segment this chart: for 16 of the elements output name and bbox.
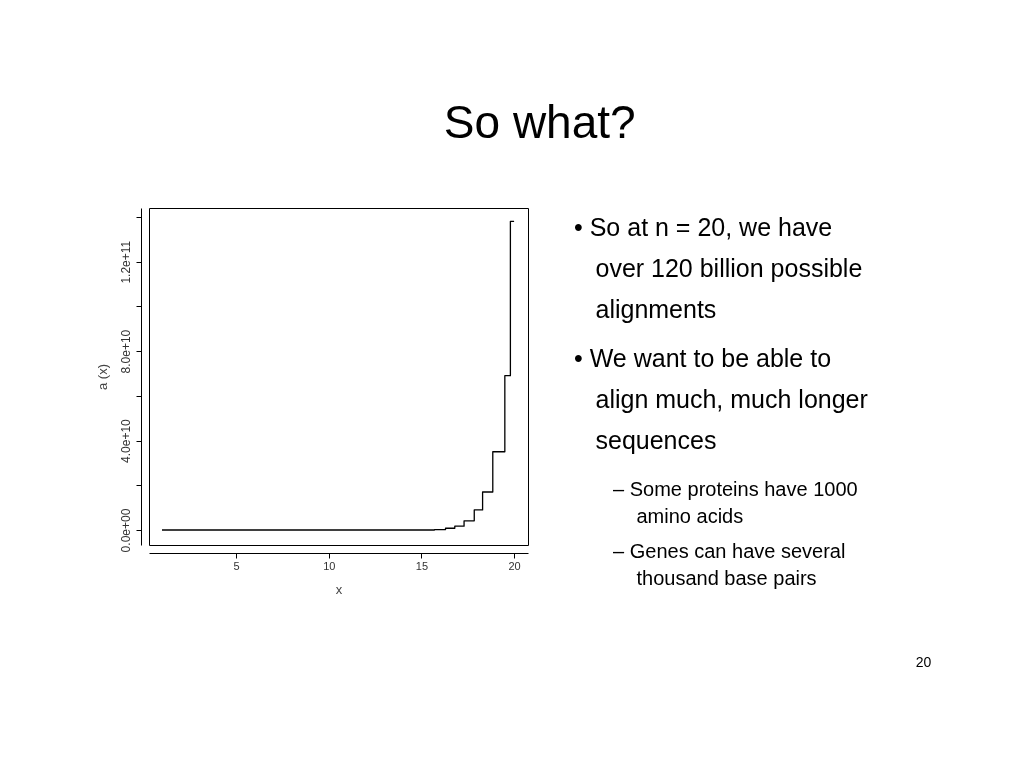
- x-tick-label: 5: [233, 559, 240, 572]
- x-tick-label: 20: [508, 559, 521, 572]
- x-axis-title: x: [335, 581, 343, 597]
- y-tick-label: 0.0e+00: [118, 508, 133, 553]
- text: • So at n = 20, we have over 120 billion possible alignments: [574, 213, 863, 323]
- text: 20: [915, 654, 932, 670]
- x-tick-label: 15: [415, 559, 429, 572]
- y-tick-label: 8.0e+10: [118, 329, 133, 374]
- y-tick-label: 1.2e+11: [118, 240, 133, 284]
- text: – Some proteins have 1000 amino acids: [613, 478, 858, 527]
- x-tick-label: 10: [323, 559, 336, 572]
- text: – Genes can have several thousand base pairs: [613, 540, 846, 589]
- y-tick-label: 4.0e+10: [118, 418, 133, 463]
- y-axis-title: a (x): [94, 364, 110, 390]
- chart-title: So what?: [443, 95, 636, 148]
- text: • We want to be able to align much, much longer sequences: [574, 344, 868, 454]
